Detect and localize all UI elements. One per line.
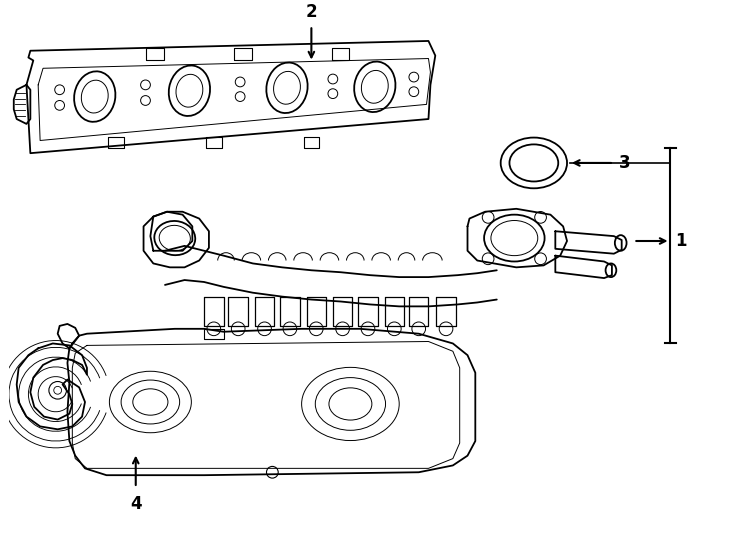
Text: 1: 1 (675, 232, 687, 250)
Text: 3: 3 (619, 154, 631, 172)
Text: 2: 2 (305, 3, 317, 22)
Text: 4: 4 (130, 495, 142, 512)
